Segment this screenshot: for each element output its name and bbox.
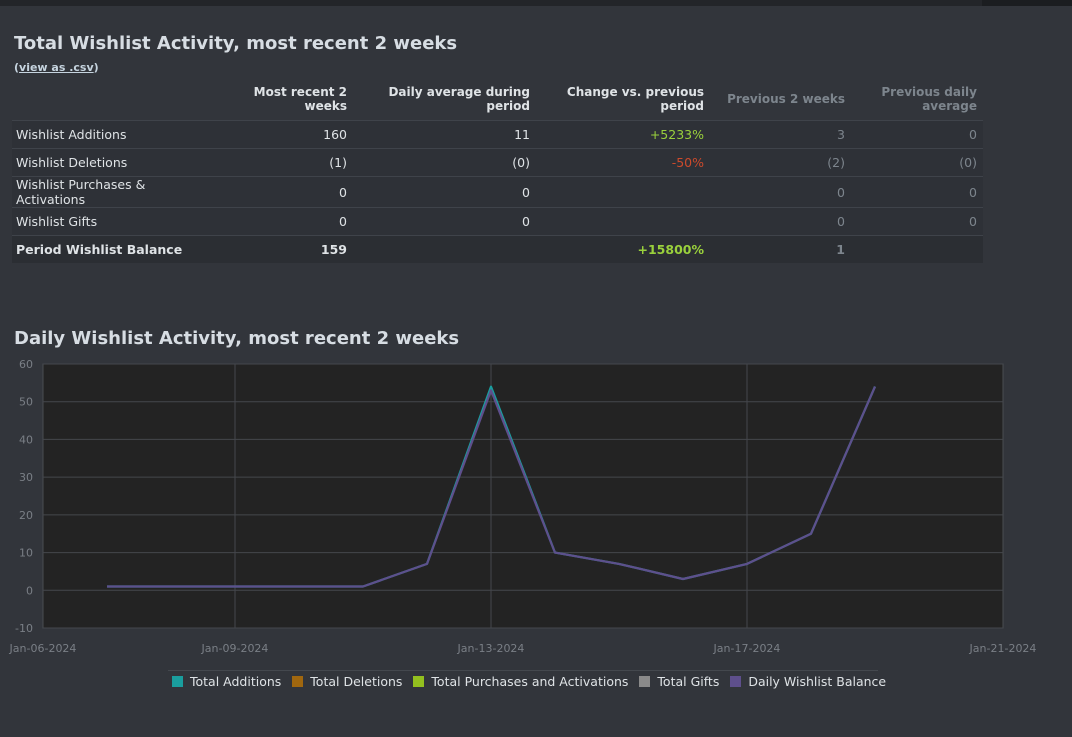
cell-change [536, 207, 710, 236]
summary-title: Total Wishlist Activity, most recent 2 w… [14, 33, 458, 54]
cell-daily-avg: (0) [353, 148, 536, 177]
x-tick-label: Jan-21-2024 [969, 642, 1037, 655]
x-tick-label: Jan-13-2024 [457, 642, 525, 655]
view-csv-link[interactable]: view as .csv [19, 61, 94, 74]
cell-recent: 159 [218, 235, 353, 263]
csv-link-wrapper: (view as .csv) [14, 61, 99, 74]
y-tick-label: 50 [19, 396, 33, 409]
header-daily-avg: Daily average during period [388, 85, 530, 113]
cell-recent: (1) [218, 148, 353, 177]
cell-change: +15800% [536, 235, 710, 263]
table-row: Wishlist Purchases & Activations 0 0 0 0 [12, 176, 983, 208]
y-tick-label: 10 [19, 547, 33, 560]
csv-open-paren: ( [14, 61, 20, 74]
row-label: Wishlist Purchases & Activations [12, 176, 218, 208]
legend-swatch [292, 676, 304, 687]
top-bar [0, 0, 1072, 6]
table-row-total: Period Wishlist Balance 159 +15800% 1 [12, 235, 983, 263]
series-line [107, 386, 877, 588]
row-label: Period Wishlist Balance [12, 235, 218, 263]
legend-swatch [172, 676, 183, 687]
cell-change: +5233% [536, 120, 710, 149]
cell-recent: 0 [218, 176, 353, 208]
y-tick-label: -10 [15, 622, 33, 635]
cell-prev-daily: 0 [851, 176, 983, 208]
header-previous: Previous 2 weeks [727, 92, 845, 106]
legend-swatch [413, 676, 425, 687]
x-tick-label: Jan-09-2024 [201, 642, 269, 655]
legend-label: Total Additions [190, 674, 282, 689]
legend-label: Total Deletions [310, 674, 403, 689]
cell-daily-avg [353, 235, 536, 263]
csv-close-paren: ) [93, 61, 99, 74]
x-tick-label: Jan-17-2024 [713, 642, 781, 655]
cell-prev-daily [851, 235, 983, 263]
cell-daily-avg: 0 [353, 207, 536, 236]
legend-item[interactable]: Total Additions [168, 674, 281, 689]
row-label: Wishlist Additions [12, 120, 218, 149]
legend-label: Total Purchases and Activations [431, 674, 629, 689]
cell-daily-avg: 11 [353, 120, 536, 149]
row-label: Wishlist Deletions [12, 148, 218, 177]
legend-item[interactable]: Total Deletions [288, 674, 402, 689]
y-tick-label: 20 [19, 509, 33, 522]
y-tick-label: 0 [26, 584, 33, 597]
cell-previous: 1 [710, 235, 851, 263]
table-header-row: Most recent 2 weeks Daily average during… [12, 78, 983, 121]
legend-item[interactable]: Total Gifts [635, 674, 719, 689]
table-row: Wishlist Additions 160 11 +5233% 3 0 [12, 120, 983, 149]
legend-label: Daily Wishlist Balance [748, 674, 887, 689]
cell-recent: 0 [218, 207, 353, 236]
table-row: Wishlist Gifts 0 0 0 0 [12, 207, 983, 236]
cell-prev-daily: 0 [851, 207, 983, 236]
header-recent: Most recent 2 weeks [253, 85, 347, 113]
y-tick-label: 40 [19, 433, 33, 446]
header-change: Change vs. previous period [566, 85, 704, 113]
summary-table: Most recent 2 weeks Daily average during… [12, 78, 983, 263]
chart-title: Daily Wishlist Activity, most recent 2 w… [14, 328, 460, 349]
header-prev-daily: Previous daily average [881, 85, 977, 113]
cell-recent: 160 [218, 120, 353, 149]
header-blank [12, 78, 218, 121]
cell-daily-avg: 0 [353, 176, 536, 208]
table-row: Wishlist Deletions (1) (0) -50% (2) (0) [12, 148, 983, 177]
cell-prev-daily: 0 [851, 120, 983, 149]
legend-swatch [730, 676, 742, 687]
cell-change: -50% [536, 148, 710, 177]
row-label: Wishlist Gifts [12, 207, 218, 236]
cell-previous: 0 [710, 207, 851, 236]
legend-item[interactable]: Daily Wishlist Balance [726, 674, 886, 689]
top-bar-edge [982, 0, 1072, 6]
cell-previous: 0 [710, 176, 851, 208]
cell-change [536, 176, 710, 208]
cell-previous: 3 [710, 120, 851, 149]
legend-swatch [639, 676, 651, 687]
legend-item[interactable]: Total Purchases and Activations [409, 674, 628, 689]
wishlist-line-chart: -10 0 10 20 30 40 50 60 Jan-06-2024 Jan-09-2024 Ja… [9, 358, 1037, 655]
y-tick-label: 60 [19, 358, 33, 371]
cell-previous: (2) [710, 148, 851, 177]
cell-prev-daily: (0) [851, 148, 983, 177]
y-tick-label: 30 [19, 471, 33, 484]
plot-area [42, 363, 1004, 629]
legend-label: Total Gifts [657, 674, 720, 689]
chart-legend: Total Additions Total Deletions Total Purc… [168, 670, 886, 689]
x-tick-label: Jan-06-2024 [9, 642, 77, 655]
